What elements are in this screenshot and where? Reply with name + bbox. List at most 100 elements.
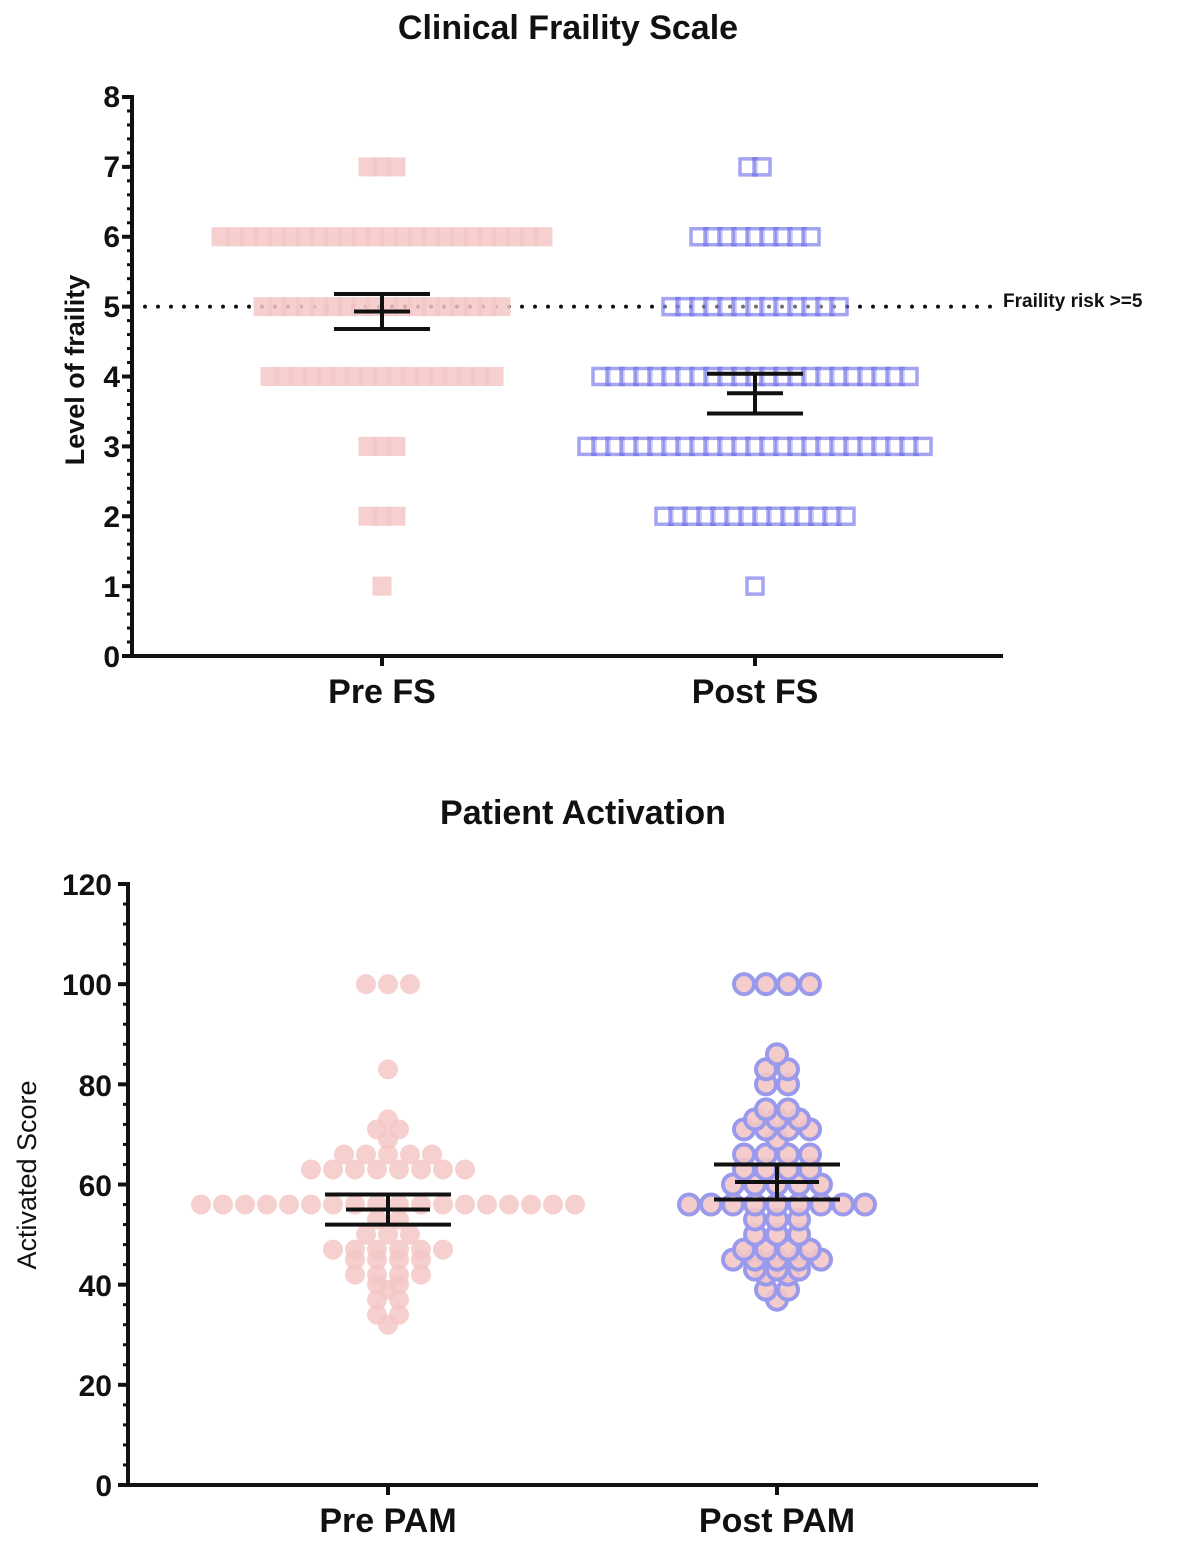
data-point <box>787 436 807 457</box>
data-point <box>345 1264 365 1285</box>
data-point <box>731 436 751 457</box>
data-point <box>605 366 625 387</box>
frailty-points <box>211 157 933 596</box>
frailty-reference-label: Fraility risk >=5 <box>1003 291 1143 312</box>
data-point <box>765 1042 789 1067</box>
data-point <box>422 1144 442 1165</box>
data-point <box>815 436 835 457</box>
data-point <box>400 974 420 995</box>
data-point <box>647 366 667 387</box>
data-point <box>689 296 709 317</box>
frailty-category-pre: Pre FS <box>328 673 436 711</box>
data-point <box>619 366 639 387</box>
frailty-chart-title: Clinical Fraility Scale <box>398 9 738 47</box>
data-point <box>433 1239 453 1260</box>
activation-y-tick-label: 100 <box>62 969 112 1002</box>
data-point <box>829 436 849 457</box>
data-point <box>356 974 376 995</box>
data-point <box>829 366 849 387</box>
data-point <box>345 1159 365 1180</box>
data-point <box>455 1194 475 1215</box>
data-point <box>843 366 863 387</box>
data-point <box>323 1194 343 1215</box>
data-point <box>689 227 709 247</box>
data-point <box>798 972 822 997</box>
data-point <box>731 296 751 317</box>
frailty-axes <box>122 95 1003 666</box>
activation-points <box>191 972 877 1335</box>
data-point <box>633 366 653 387</box>
data-point <box>378 1224 398 1245</box>
data-point <box>675 296 695 317</box>
activation-y-axis-label: Activated Score <box>12 1080 42 1269</box>
data-point <box>885 436 905 457</box>
data-point <box>752 157 772 177</box>
data-point <box>776 972 800 997</box>
data-point <box>577 436 597 457</box>
data-point <box>257 1194 277 1215</box>
frailty-category-post: Post FS <box>692 673 819 711</box>
activation-y-tick-label: 0 <box>95 1470 112 1503</box>
data-point <box>745 436 765 457</box>
data-point <box>745 576 765 596</box>
activation-y-tick-label: 60 <box>79 1170 112 1203</box>
data-point <box>235 1194 255 1215</box>
frailty-y-tick-label: 2 <box>103 501 120 534</box>
data-point <box>367 1159 387 1180</box>
activation-category-pre: Pre PAM <box>319 1502 456 1540</box>
data-point <box>766 506 786 526</box>
data-point <box>521 1194 541 1215</box>
data-point <box>301 1159 321 1180</box>
data-point <box>717 436 737 457</box>
data-point <box>477 1194 497 1215</box>
data-point <box>836 506 856 526</box>
data-point <box>367 1304 387 1325</box>
data-point <box>787 296 807 317</box>
data-point <box>773 296 793 317</box>
data-point <box>356 1144 376 1165</box>
data-point <box>815 366 835 387</box>
data-point <box>191 1194 211 1215</box>
data-point <box>491 297 511 317</box>
data-point <box>378 1144 398 1165</box>
frailty-error-bars <box>334 292 803 416</box>
data-point <box>389 1239 409 1260</box>
data-point <box>801 436 821 457</box>
data-point <box>334 1144 354 1165</box>
data-point <box>533 227 553 247</box>
activation-error-bars <box>325 1162 840 1227</box>
data-point <box>754 972 778 997</box>
data-point <box>345 1239 365 1260</box>
data-point <box>808 506 828 526</box>
data-point <box>654 506 674 526</box>
data-point <box>801 227 821 247</box>
data-point <box>780 506 800 526</box>
data-point <box>682 506 702 526</box>
data-point <box>689 366 709 387</box>
data-point <box>356 1224 376 1245</box>
data-point <box>738 157 758 177</box>
data-point <box>499 1194 519 1215</box>
data-point <box>776 1097 800 1122</box>
data-point <box>367 1264 387 1285</box>
activation-y-tick-label: 40 <box>79 1270 112 1303</box>
data-point <box>543 1194 563 1215</box>
data-point <box>773 227 793 247</box>
data-point <box>773 436 793 457</box>
data-point <box>213 1194 233 1215</box>
data-point <box>677 1192 701 1217</box>
data-point <box>386 436 406 456</box>
frailty-y-tick-label: 8 <box>103 81 120 114</box>
data-point <box>455 1159 475 1180</box>
data-point <box>591 366 611 387</box>
data-point <box>899 436 919 457</box>
data-point <box>815 296 835 317</box>
data-point <box>661 296 681 317</box>
data-point <box>843 436 863 457</box>
data-point <box>400 1144 420 1165</box>
data-point <box>372 576 392 596</box>
data-point <box>732 972 756 997</box>
data-point <box>323 1159 343 1180</box>
data-point <box>724 506 744 526</box>
activation-chart-title: Patient Activation <box>440 794 726 832</box>
